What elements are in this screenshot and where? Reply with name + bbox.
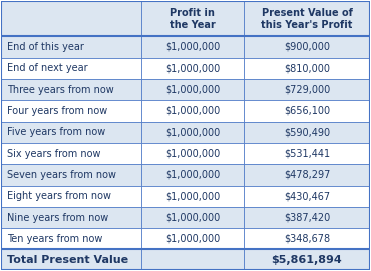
- Text: $1,000,000: $1,000,000: [165, 212, 220, 222]
- Bar: [1, 122, 141, 143]
- Text: Six years from now: Six years from now: [7, 149, 101, 159]
- Text: $478,297: $478,297: [284, 170, 330, 180]
- Text: Total Present Value: Total Present Value: [7, 254, 128, 264]
- Text: $810,000: $810,000: [284, 63, 330, 73]
- Bar: [1, 207, 141, 228]
- Bar: [141, 1, 244, 36]
- Bar: [1, 228, 141, 250]
- Text: $729,000: $729,000: [284, 85, 330, 95]
- Bar: [244, 79, 370, 100]
- Text: $5,861,894: $5,861,894: [272, 254, 342, 264]
- Bar: [141, 207, 244, 228]
- Bar: [141, 250, 244, 270]
- Bar: [1, 143, 141, 164]
- Bar: [244, 164, 370, 186]
- Text: $1,000,000: $1,000,000: [165, 42, 220, 52]
- Text: $656,100: $656,100: [284, 106, 330, 116]
- Text: Five years from now: Five years from now: [7, 127, 105, 137]
- Bar: [244, 207, 370, 228]
- Bar: [141, 143, 244, 164]
- Bar: [1, 164, 141, 186]
- Text: $387,420: $387,420: [284, 212, 330, 222]
- Bar: [141, 100, 244, 122]
- Text: Four years from now: Four years from now: [7, 106, 107, 116]
- Bar: [1, 100, 141, 122]
- Bar: [244, 250, 370, 270]
- Text: $1,000,000: $1,000,000: [165, 63, 220, 73]
- Text: $430,467: $430,467: [284, 191, 330, 201]
- Bar: [141, 36, 244, 57]
- Text: $348,678: $348,678: [284, 234, 330, 244]
- Text: Ten years from now: Ten years from now: [7, 234, 102, 244]
- Text: Profit in
the Year: Profit in the Year: [170, 8, 216, 30]
- Bar: [141, 122, 244, 143]
- Text: End of next year: End of next year: [7, 63, 88, 73]
- Text: Seven years from now: Seven years from now: [7, 170, 116, 180]
- Bar: [141, 228, 244, 250]
- Text: Eight years from now: Eight years from now: [7, 191, 111, 201]
- Bar: [244, 1, 370, 36]
- Bar: [1, 250, 141, 270]
- Text: $1,000,000: $1,000,000: [165, 85, 220, 95]
- Text: $900,000: $900,000: [284, 42, 330, 52]
- Text: Three years from now: Three years from now: [7, 85, 114, 95]
- Bar: [244, 143, 370, 164]
- Text: $1,000,000: $1,000,000: [165, 191, 220, 201]
- Bar: [244, 122, 370, 143]
- Bar: [1, 1, 141, 36]
- Bar: [141, 79, 244, 100]
- Text: $1,000,000: $1,000,000: [165, 234, 220, 244]
- Bar: [244, 57, 370, 79]
- Text: $1,000,000: $1,000,000: [165, 127, 220, 137]
- Text: $1,000,000: $1,000,000: [165, 106, 220, 116]
- Text: Present Value of
this Year's Profit: Present Value of this Year's Profit: [261, 8, 353, 30]
- Bar: [1, 57, 141, 79]
- Text: $590,490: $590,490: [284, 127, 330, 137]
- Bar: [141, 57, 244, 79]
- Bar: [1, 79, 141, 100]
- Text: Nine years from now: Nine years from now: [7, 212, 108, 222]
- Bar: [1, 36, 141, 57]
- Bar: [244, 36, 370, 57]
- Text: $1,000,000: $1,000,000: [165, 149, 220, 159]
- Bar: [244, 186, 370, 207]
- Text: $1,000,000: $1,000,000: [165, 170, 220, 180]
- Bar: [1, 186, 141, 207]
- Bar: [244, 100, 370, 122]
- Bar: [141, 186, 244, 207]
- Bar: [244, 228, 370, 250]
- Bar: [141, 164, 244, 186]
- Text: End of this year: End of this year: [7, 42, 84, 52]
- Text: $531,441: $531,441: [284, 149, 330, 159]
